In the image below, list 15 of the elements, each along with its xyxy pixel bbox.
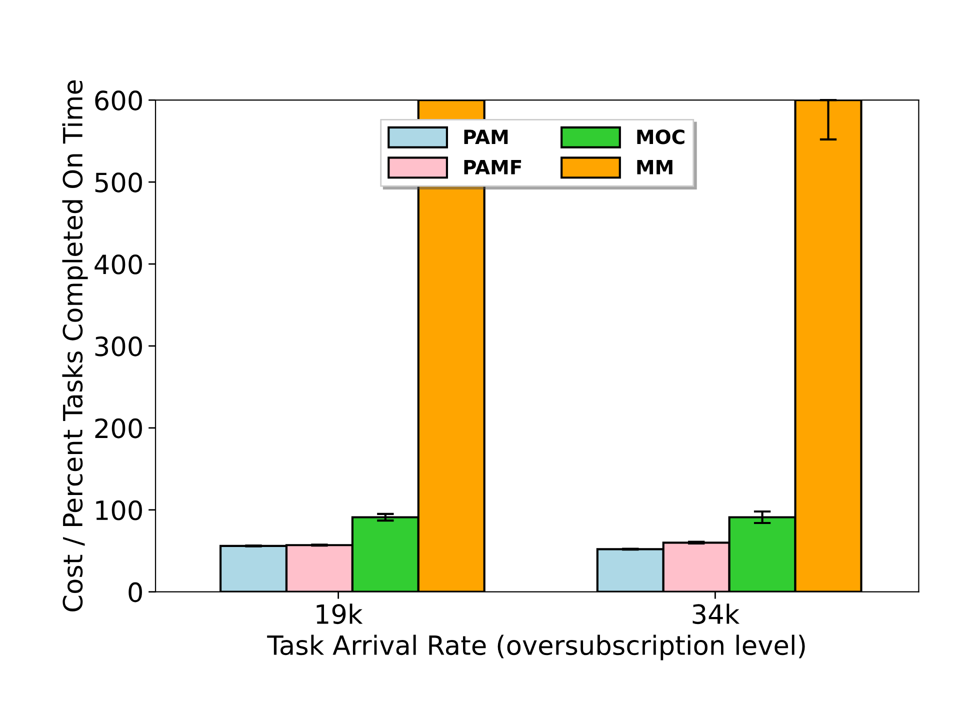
y-tick-label: 0 — [128, 582, 142, 602]
x-axis-title: Task Arrival Rate (oversubscription level) — [267, 634, 805, 660]
y-axis-title: Cost / Percent Tasks Completed On Time — [62, 80, 88, 612]
legend-label: PAM — [464, 130, 508, 144]
legend-label: PAMF — [464, 160, 522, 174]
y-tick-label: 400 — [94, 254, 142, 274]
y-tick-label: 500 — [95, 172, 142, 192]
legend-label: MM — [637, 160, 672, 174]
x-tick-label: 19k — [316, 604, 363, 624]
y-tick-label: 600 — [95, 90, 142, 110]
y-tick-label: 300 — [95, 336, 142, 356]
y-tick-label: 200 — [95, 418, 142, 438]
y-tick-label: 100 — [96, 500, 142, 520]
legend-label: MOC — [637, 130, 684, 144]
x-tick-label: 34k — [692, 604, 740, 624]
